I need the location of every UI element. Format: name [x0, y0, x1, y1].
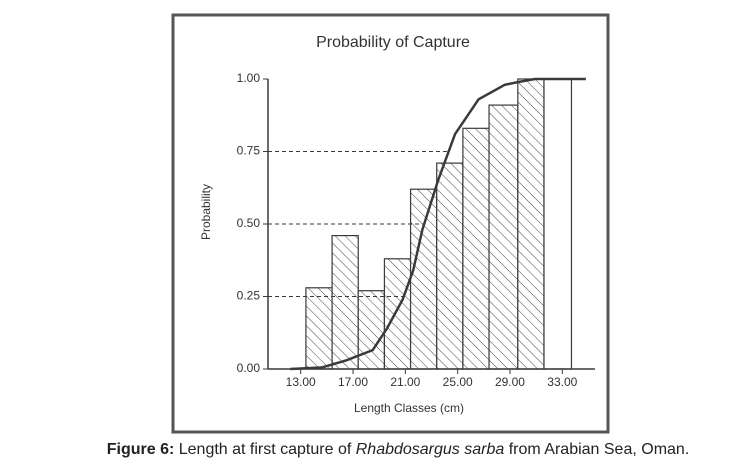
x-tick-label: 17.00: [338, 375, 368, 389]
bar: [436, 162, 464, 370]
bar: [383, 258, 412, 370]
y-tick-label: 0.25: [237, 289, 261, 303]
bar: [357, 290, 386, 370]
bar: [305, 287, 333, 370]
curve: [290, 77, 586, 371]
bar: [462, 127, 490, 370]
y-tick-label: 0.75: [237, 144, 261, 158]
bar: [331, 235, 359, 370]
bar: [409, 188, 438, 370]
y-tick-label: 0.50: [237, 216, 261, 230]
x-axis-label: Length Classes (cm): [354, 401, 464, 415]
caption-label: Figure 6:: [107, 441, 175, 458]
x-tick-label: 13.00: [286, 375, 316, 389]
frame: [171, 13, 610, 434]
x-tick-label: 21.00: [390, 375, 420, 389]
caption-text: Length at first capture of: [174, 441, 355, 458]
x-tick-label: 29.00: [495, 375, 525, 389]
chart-title: Probability of Capture: [316, 34, 470, 51]
caption-species: Rhabdosargus sarba: [356, 441, 505, 458]
y-tick-label: 0.00: [237, 361, 261, 375]
caption-text: from Arabian Sea, Oman.: [504, 441, 689, 458]
bar: [543, 78, 573, 370]
bar: [517, 78, 545, 370]
bar: [488, 104, 519, 370]
caption: Figure 6: Length at first capture of Rha…: [107, 441, 690, 458]
y-tick-label: 1.00: [237, 71, 261, 85]
x-tick-label: 25.00: [443, 375, 473, 389]
x-tick-label: 33.00: [547, 375, 577, 389]
y-axis-label: Probability: [199, 184, 213, 240]
